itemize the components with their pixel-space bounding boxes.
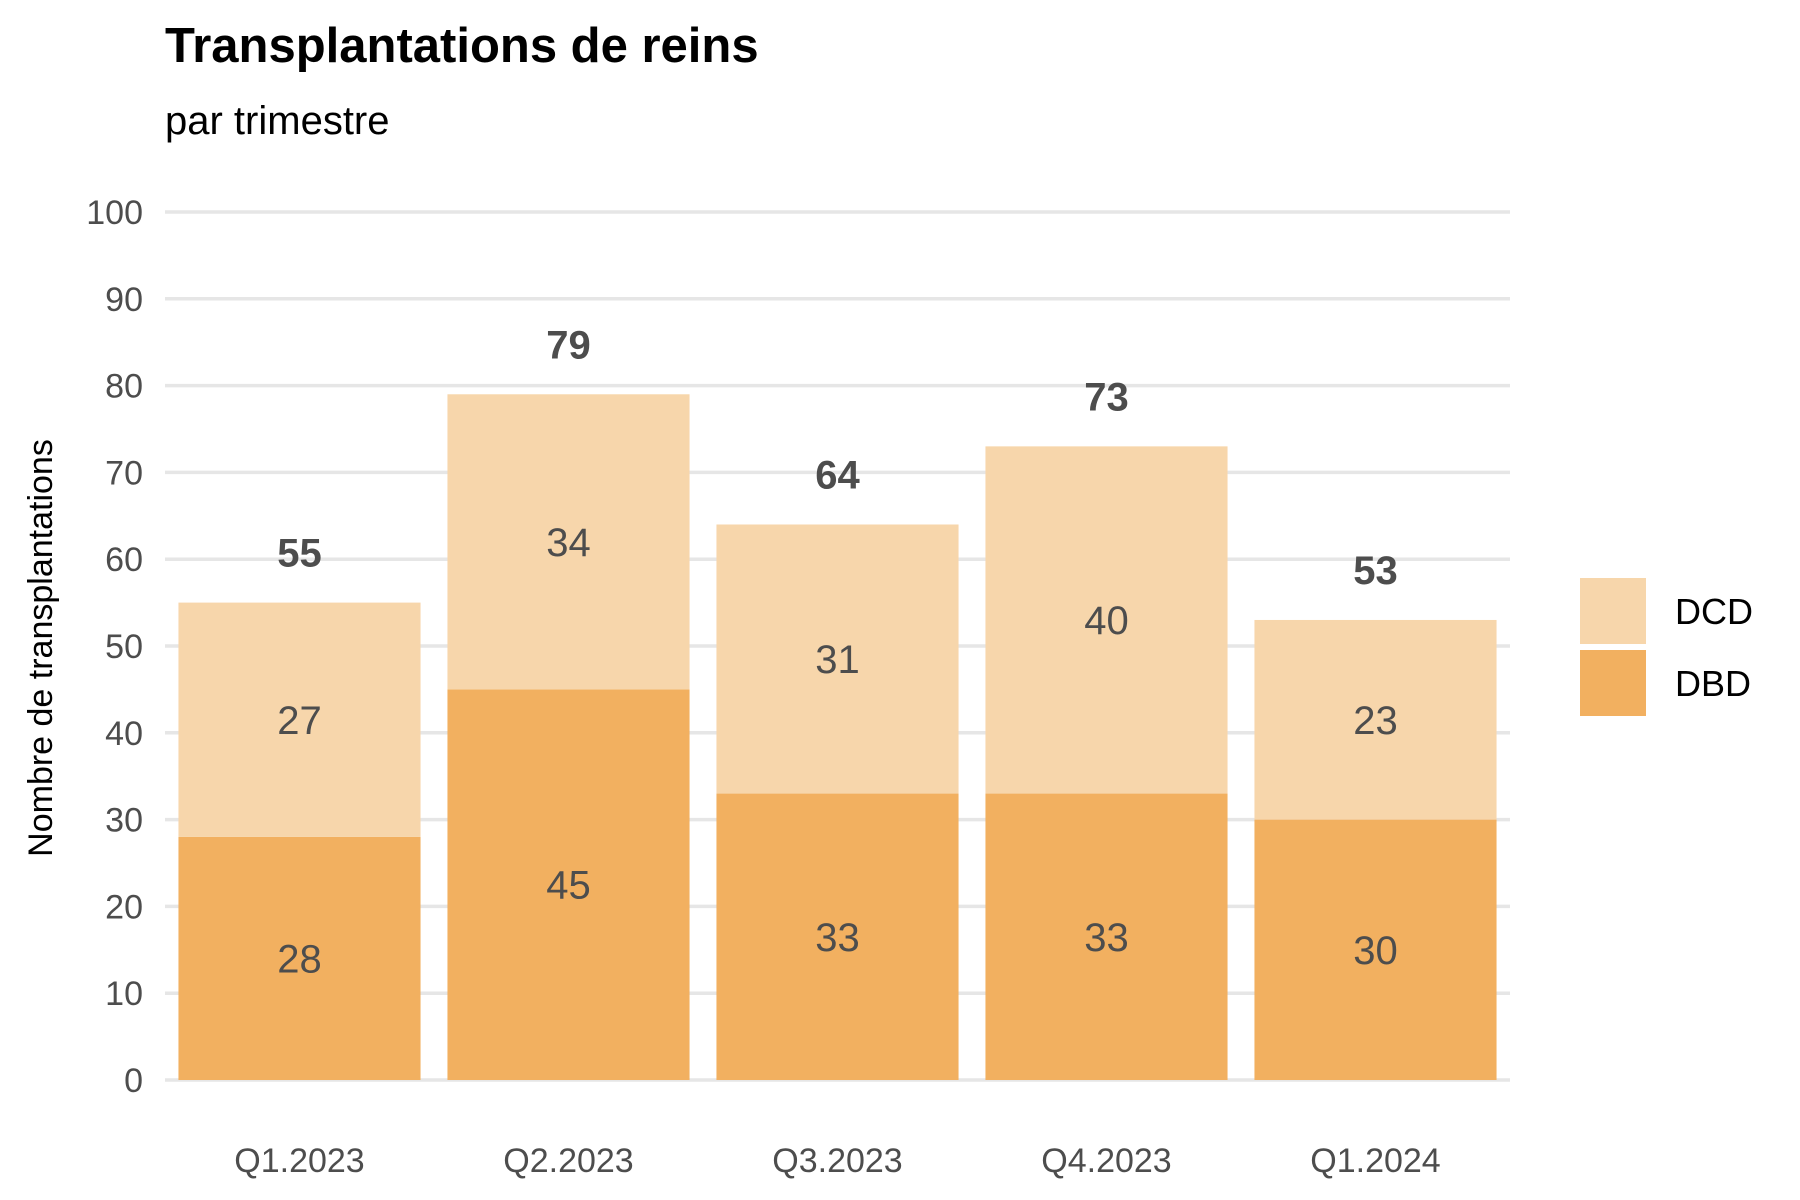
data-label-dcd-Q3.2023: 31	[815, 638, 860, 682]
x-tick-label-Q1.2023: Q1.2023	[234, 1142, 364, 1180]
legend: DCD DBD	[1580, 578, 1753, 716]
data-label-dcd-Q1.2024: 23	[1353, 699, 1398, 743]
bar-dbd-Q4.2023	[985, 793, 1228, 1080]
legend-key-dcd	[1580, 578, 1646, 644]
y-tick-label-0: 0	[124, 1062, 143, 1100]
legend-label-dcd: DCD	[1675, 591, 1753, 632]
y-tick-label-80: 80	[105, 368, 143, 406]
y-tick-label-100: 100	[86, 194, 143, 232]
y-tick-label-10: 10	[105, 975, 143, 1013]
y-tick-label-30: 30	[105, 802, 143, 840]
x-tick-label-Q4.2023: Q4.2023	[1041, 1142, 1171, 1180]
total-label-Q3.2023: 64	[815, 453, 860, 497]
y-tick-label-40: 40	[105, 715, 143, 753]
x-tick-label-Q2.2023: Q2.2023	[503, 1142, 633, 1180]
data-label-dbd-Q3.2023: 33	[815, 916, 860, 960]
data-label-dbd-Q2.2023: 45	[546, 864, 591, 908]
data-label-dbd-Q1.2024: 30	[1353, 929, 1398, 973]
data-label-dcd-Q4.2023: 40	[1084, 599, 1129, 643]
data-label-dcd-Q1.2023: 27	[277, 699, 322, 743]
bar-dbd-Q3.2023	[716, 793, 959, 1080]
bars	[178, 394, 1497, 1080]
bar-dbd-Q1.2023	[178, 836, 421, 1080]
total-label-Q4.2023: 73	[1084, 375, 1129, 419]
legend-key-dbd	[1580, 650, 1646, 716]
bar-dcd-Q1.2023	[178, 602, 421, 837]
chart-title: Transplantations de reins	[165, 19, 759, 73]
data-label-dcd-Q2.2023: 34	[546, 521, 591, 565]
data-label-dbd-Q4.2023: 33	[1084, 916, 1129, 960]
x-tick-label-Q1.2024: Q1.2024	[1310, 1142, 1440, 1180]
y-tick-label-50: 50	[105, 628, 143, 666]
data-label-dbd-Q1.2023: 28	[277, 937, 322, 981]
total-label-Q2.2023: 79	[546, 323, 591, 367]
y-tick-label-70: 70	[105, 454, 143, 492]
bar-dbd-Q2.2023	[447, 689, 690, 1080]
y-axis-label: Nombre de transplantations	[22, 439, 60, 857]
total-label-Q1.2023: 55	[277, 532, 322, 576]
y-tick-label-90: 90	[105, 281, 143, 319]
bar-labels: 28 27 55 45 34 79 33 31 64 33 40 73 30 23 53	[277, 323, 1398, 981]
x-axis-ticks: Q1.2023 Q2.2023 Q3.2023 Q4.2023 Q1.2024	[234, 1142, 1440, 1180]
y-tick-label-20: 20	[105, 888, 143, 926]
x-tick-label-Q3.2023: Q3.2023	[772, 1142, 902, 1180]
y-tick-label-60: 60	[105, 541, 143, 579]
total-label-Q1.2024: 53	[1353, 549, 1398, 593]
legend-label-dbd: DBD	[1675, 663, 1751, 704]
chart-subtitle: par trimestre	[165, 99, 390, 143]
bar-dcd-Q2.2023	[447, 394, 690, 690]
bar-dcd-Q3.2023	[716, 524, 959, 794]
bar-dcd-Q4.2023	[985, 446, 1228, 794]
bar-dcd-Q1.2024	[1254, 619, 1497, 820]
y-axis-ticks: 0 10 20 30 40 50 60 70 80 90 100	[86, 194, 143, 1100]
bar-dbd-Q1.2024	[1254, 819, 1497, 1080]
